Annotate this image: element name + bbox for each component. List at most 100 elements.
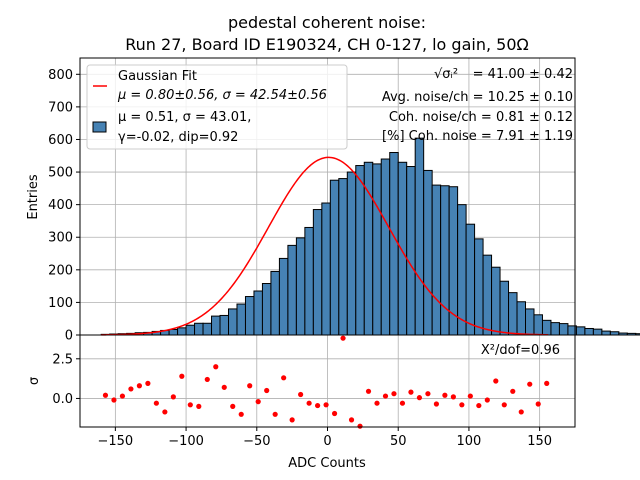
legend-hist-swatch xyxy=(92,121,107,133)
histogram-bar xyxy=(465,223,476,336)
residual-point xyxy=(476,402,482,409)
histogram-bar xyxy=(474,238,484,336)
histogram-bar xyxy=(491,266,501,336)
residual-point xyxy=(391,391,397,397)
histogram-bar xyxy=(440,185,450,336)
stat-coh-pct: [%] Coh. noise = 7.91 ± 1.19 xyxy=(382,129,573,144)
histogram-bar xyxy=(372,163,382,336)
histogram-bar xyxy=(431,184,442,336)
main-y-tick-label: 500 xyxy=(48,166,73,181)
histogram-bar xyxy=(609,331,620,336)
histogram-bar xyxy=(211,315,221,336)
residual-point xyxy=(527,381,533,387)
residual-point xyxy=(331,410,338,417)
residual-point xyxy=(272,411,278,417)
residual-point xyxy=(442,392,448,398)
residual-point xyxy=(162,409,168,415)
histogram-bar xyxy=(228,308,238,336)
legend-fit-params: μ = 0.80±0.56, σ = 42.54±0.56 xyxy=(117,88,327,103)
histogram-bar xyxy=(244,296,255,336)
residual-point xyxy=(153,400,159,406)
residual-point xyxy=(450,394,456,400)
histogram-bar xyxy=(533,314,543,336)
histogram-bar xyxy=(541,319,552,336)
histogram-bar xyxy=(312,209,323,336)
x-tick-label: −50 xyxy=(243,434,270,449)
residual-point xyxy=(289,417,295,423)
stat-coh-noise: Coh. noise/ch = 0.81 ± 0.12 xyxy=(389,110,573,125)
residual-point xyxy=(416,395,423,401)
x-tick-label: 0 xyxy=(323,434,331,449)
main-y-ticks: 0 100 200 300 400 500 600 700 800 xyxy=(48,68,80,344)
main-y-tick-label: 600 xyxy=(48,133,73,148)
residual-point xyxy=(102,392,109,398)
histogram-bar xyxy=(499,280,510,336)
residual-point xyxy=(357,423,363,429)
main-y-tick-label: 0 xyxy=(65,329,73,344)
residual-point xyxy=(221,384,227,390)
residual-point xyxy=(247,383,253,389)
residual-grid xyxy=(80,335,575,427)
residual-point xyxy=(544,380,550,386)
histogram-bar xyxy=(626,332,637,336)
histogram-bar xyxy=(236,303,246,336)
main-y-tick-label: 800 xyxy=(48,68,73,83)
residual-point xyxy=(179,373,185,379)
residual-point xyxy=(306,400,312,406)
residual-point xyxy=(408,389,414,395)
x-tick-label: −150 xyxy=(97,434,133,449)
stat-sigma-value: = 41.00 ± 0.42 xyxy=(473,67,573,82)
x-tick-label: 150 xyxy=(527,434,552,449)
residual-point xyxy=(535,401,541,407)
legend-hist-line1: μ = 0.51, σ = 43.01, xyxy=(118,110,251,125)
histogram-bar xyxy=(592,328,603,336)
legend-fit-label: Gaussian Fit xyxy=(118,69,197,84)
x-ticks: −150 −100 −50 0 50 100 150 xyxy=(97,427,552,449)
x-tick-label: 100 xyxy=(457,434,482,449)
chart-title-line-2: Run 27, Board ID E190324, CH 0-127, lo g… xyxy=(125,35,528,54)
residual-point xyxy=(399,400,406,406)
histogram-bar xyxy=(304,226,314,336)
histogram-bar xyxy=(397,161,408,336)
histogram-bar xyxy=(194,322,204,336)
residual-point xyxy=(213,364,219,370)
histogram-bar xyxy=(338,178,348,336)
main-y-axis-label: Entries xyxy=(26,174,41,220)
histogram-bar xyxy=(584,327,594,336)
x-tick-label: −100 xyxy=(168,434,204,449)
residual-point xyxy=(501,402,507,408)
histogram-bar xyxy=(185,324,196,336)
histogram-bar xyxy=(406,166,416,336)
residual-point xyxy=(340,335,346,341)
residual-point xyxy=(298,391,304,398)
legend-hist-line2: γ=-0.02, dip=0.92 xyxy=(118,130,238,145)
residual-points xyxy=(102,335,550,429)
stats-box: √σᵢ² = 41.00 ± 0.42 Avg. noise/ch = 10.2… xyxy=(382,67,573,144)
histogram-bar xyxy=(516,301,526,336)
residual-point xyxy=(128,386,134,392)
residual-point xyxy=(255,399,261,405)
histogram-bar xyxy=(635,333,640,336)
histogram-bar xyxy=(601,330,611,336)
histogram-bar xyxy=(287,244,297,336)
histogram-bar xyxy=(177,327,187,336)
stat-sigma-symbol: √σᵢ² xyxy=(434,67,458,82)
residual-point xyxy=(111,397,117,403)
residual-point xyxy=(484,397,490,403)
histogram-bar xyxy=(618,332,628,336)
residual-point xyxy=(119,393,126,399)
residual-point xyxy=(315,402,321,409)
residual-point xyxy=(323,402,329,408)
residual-point xyxy=(230,403,236,409)
residual-point xyxy=(425,391,431,397)
histogram-bar xyxy=(270,270,280,336)
main-y-tick-label: 200 xyxy=(48,263,73,278)
residual-point xyxy=(510,388,516,394)
residual-point xyxy=(382,393,389,399)
residual-point xyxy=(196,403,202,409)
residual-point xyxy=(374,400,380,406)
x-tick-label: 50 xyxy=(390,434,407,449)
residual-point xyxy=(170,394,176,400)
histogram-bar xyxy=(550,322,560,336)
histogram-bar xyxy=(414,137,425,336)
